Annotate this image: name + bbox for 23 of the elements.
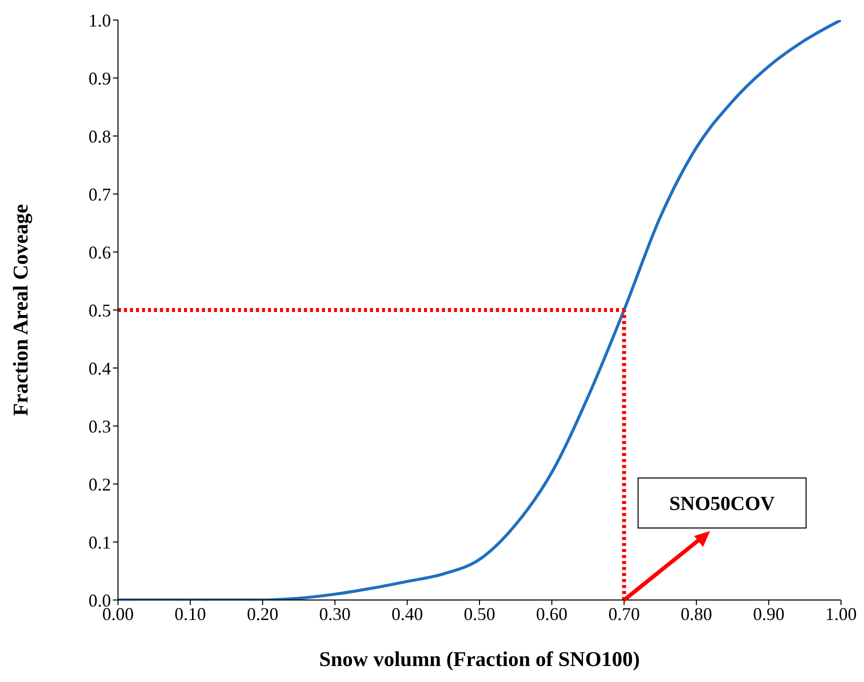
x-tick-label: 0.10 xyxy=(174,604,206,624)
x-tick-label: 0.80 xyxy=(680,604,712,624)
x-tick-label: 0.60 xyxy=(536,604,568,624)
annotation: SNO50COV xyxy=(669,493,776,515)
y-tick-label: 0.5 xyxy=(88,300,111,320)
y-tick-label: 0.9 xyxy=(88,68,111,88)
y-tick-label: 0.6 xyxy=(88,242,111,262)
x-tick-label: 0.90 xyxy=(752,604,784,624)
x-tick-label: 0.20 xyxy=(246,604,278,624)
y-tick-label: 0.3 xyxy=(88,416,111,436)
x-tick-label: 0.70 xyxy=(608,604,640,624)
y-tick-label: 0.4 xyxy=(88,358,111,378)
x-tick-label: 0.30 xyxy=(319,604,351,624)
x-tick-label: 0.50 xyxy=(464,604,496,624)
y-axis-title: Fraction Areal Coveage xyxy=(8,204,32,416)
y-tick-label: 1.0 xyxy=(88,10,111,30)
y-tick-label: 0.7 xyxy=(88,184,111,204)
x-axis-title: Snow volumn (Fraction of SNO100) xyxy=(319,647,640,671)
y-tick-label: 0.2 xyxy=(88,474,111,494)
y-tick-label: 0.1 xyxy=(88,532,111,552)
x-tick-label: 1.00 xyxy=(825,604,857,624)
y-tick-label: 0.8 xyxy=(88,126,111,146)
x-tick-label: 0.40 xyxy=(391,604,423,624)
